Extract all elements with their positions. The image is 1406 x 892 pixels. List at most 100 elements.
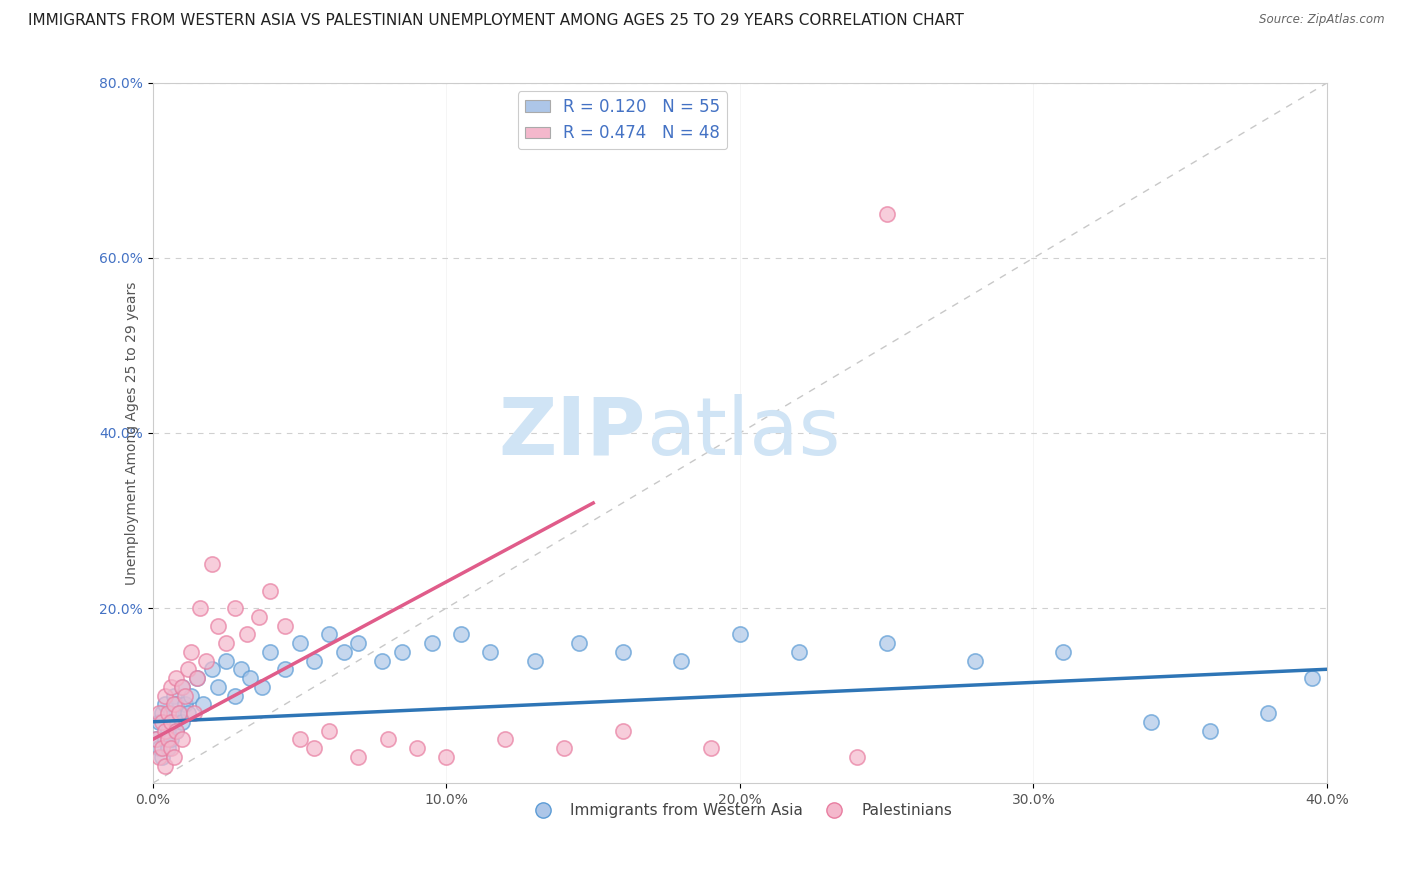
- Point: [274, 662, 297, 676]
- Point: [567, 636, 589, 650]
- Text: atlas: atlas: [645, 394, 841, 472]
- Point: [391, 645, 413, 659]
- Point: [169, 706, 191, 720]
- Point: [846, 749, 869, 764]
- Point: [165, 723, 187, 738]
- Point: [188, 601, 211, 615]
- Text: ZIP: ZIP: [499, 394, 645, 472]
- Legend: Immigrants from Western Asia, Palestinians: Immigrants from Western Asia, Palestinia…: [522, 797, 959, 824]
- Point: [347, 636, 370, 650]
- Point: [259, 645, 281, 659]
- Point: [553, 741, 575, 756]
- Point: [162, 749, 184, 764]
- Point: [671, 653, 693, 667]
- Point: [177, 662, 200, 676]
- Point: [194, 653, 217, 667]
- Point: [150, 706, 173, 720]
- Point: [288, 636, 311, 650]
- Point: [963, 653, 986, 667]
- Point: [318, 723, 340, 738]
- Point: [332, 645, 354, 659]
- Point: [153, 758, 176, 772]
- Text: Source: ZipAtlas.com: Source: ZipAtlas.com: [1260, 13, 1385, 27]
- Point: [174, 698, 197, 712]
- Point: [177, 706, 200, 720]
- Point: [162, 714, 184, 729]
- Point: [876, 207, 898, 221]
- Point: [150, 714, 173, 729]
- Point: [148, 706, 170, 720]
- Point: [259, 583, 281, 598]
- Point: [612, 645, 634, 659]
- Point: [1301, 671, 1323, 685]
- Point: [153, 698, 176, 712]
- Point: [787, 645, 810, 659]
- Point: [165, 698, 187, 712]
- Point: [371, 653, 394, 667]
- Point: [224, 601, 246, 615]
- Point: [1052, 645, 1074, 659]
- Point: [186, 671, 208, 685]
- Point: [159, 741, 181, 756]
- Point: [165, 723, 187, 738]
- Point: [162, 689, 184, 703]
- Point: [153, 723, 176, 738]
- Point: [207, 618, 229, 632]
- Point: [250, 680, 273, 694]
- Point: [523, 653, 546, 667]
- Point: [1140, 714, 1163, 729]
- Point: [180, 689, 202, 703]
- Point: [148, 741, 170, 756]
- Y-axis label: Unemployment Among Ages 25 to 29 years: Unemployment Among Ages 25 to 29 years: [125, 281, 139, 584]
- Point: [612, 723, 634, 738]
- Point: [159, 706, 181, 720]
- Point: [304, 653, 326, 667]
- Point: [174, 689, 197, 703]
- Point: [153, 732, 176, 747]
- Text: IMMIGRANTS FROM WESTERN ASIA VS PALESTINIAN UNEMPLOYMENT AMONG AGES 25 TO 29 YEA: IMMIGRANTS FROM WESTERN ASIA VS PALESTIN…: [28, 13, 965, 29]
- Point: [150, 741, 173, 756]
- Point: [156, 732, 179, 747]
- Point: [159, 680, 181, 694]
- Point: [224, 689, 246, 703]
- Point: [191, 698, 214, 712]
- Point: [215, 653, 238, 667]
- Point: [207, 680, 229, 694]
- Point: [436, 749, 458, 764]
- Point: [347, 749, 370, 764]
- Point: [145, 732, 167, 747]
- Point: [318, 627, 340, 641]
- Point: [153, 689, 176, 703]
- Point: [145, 732, 167, 747]
- Point: [159, 714, 181, 729]
- Point: [156, 706, 179, 720]
- Point: [156, 723, 179, 738]
- Point: [162, 698, 184, 712]
- Point: [215, 636, 238, 650]
- Point: [406, 741, 429, 756]
- Point: [274, 618, 297, 632]
- Point: [236, 627, 259, 641]
- Point: [1198, 723, 1220, 738]
- Point: [172, 680, 194, 694]
- Point: [201, 662, 224, 676]
- Point: [699, 741, 721, 756]
- Point: [239, 671, 262, 685]
- Point: [229, 662, 252, 676]
- Point: [1257, 706, 1279, 720]
- Point: [377, 732, 399, 747]
- Point: [494, 732, 516, 747]
- Point: [169, 706, 191, 720]
- Point: [148, 749, 170, 764]
- Point: [728, 627, 751, 641]
- Point: [156, 741, 179, 756]
- Point: [150, 749, 173, 764]
- Point: [186, 671, 208, 685]
- Point: [450, 627, 472, 641]
- Point: [172, 680, 194, 694]
- Point: [172, 732, 194, 747]
- Point: [288, 732, 311, 747]
- Point: [479, 645, 502, 659]
- Point: [148, 714, 170, 729]
- Point: [420, 636, 443, 650]
